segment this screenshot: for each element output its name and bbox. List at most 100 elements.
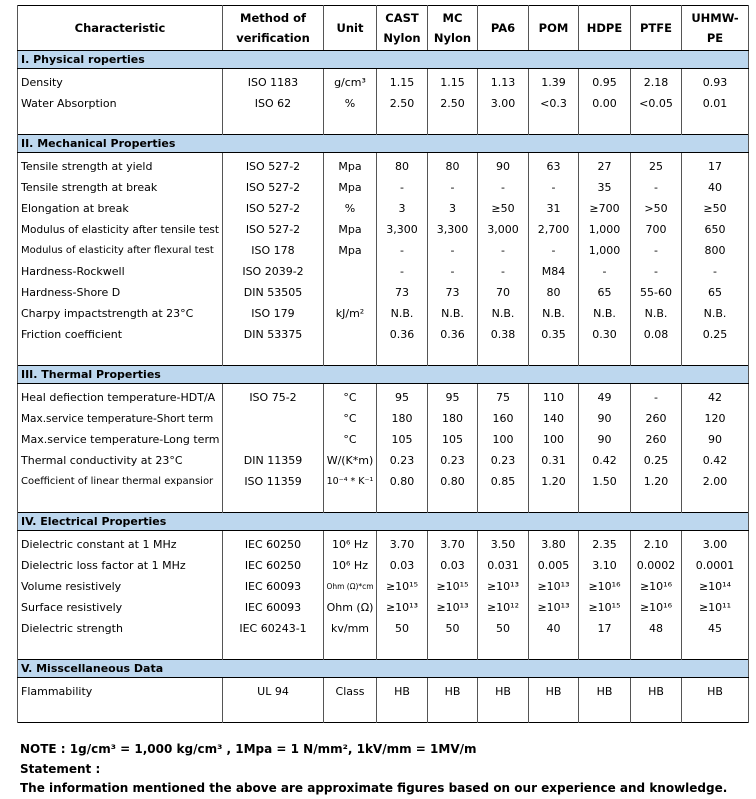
cell: - <box>376 177 428 198</box>
spacer-cell <box>427 114 478 135</box>
cell: 1.20 <box>528 471 579 492</box>
cell: - <box>477 177 529 198</box>
spacer-cell <box>681 345 749 366</box>
cell: °C <box>323 429 377 450</box>
cell: 1.15 <box>376 72 428 93</box>
data-row: Hardness-Shore D DIN 53505 73 73 70 80 65 55-60… <box>17 282 749 303</box>
cell: - <box>630 240 682 261</box>
cell: Mpa <box>323 177 377 198</box>
spacer-cell <box>323 702 377 723</box>
spacer-cell <box>323 345 377 366</box>
cell: ≥10¹² <box>477 597 529 618</box>
cell: 1.15 <box>427 72 478 93</box>
data-row: Modulus of elasticity after flexural tes… <box>17 240 749 261</box>
cell <box>323 324 377 345</box>
spacer-cell <box>630 702 682 723</box>
spacer-cell <box>681 530 749 534</box>
cell: DIN 11359 <box>222 450 324 471</box>
cell: Mpa <box>323 219 377 240</box>
cell: - <box>477 240 529 261</box>
cell: 17 <box>681 156 749 177</box>
characteristic: Modulus of elasticity after tensile test <box>17 219 223 240</box>
column-header: PTFE <box>630 5 682 51</box>
characteristic: Charpy impactstrength at 23°C <box>17 303 223 324</box>
cell: g/cm³ <box>323 72 377 93</box>
cell: 3.10 <box>578 555 631 576</box>
data-row: Max.service temperature-Long term °C 105 10… <box>17 429 749 450</box>
cell: 3.00 <box>681 534 749 555</box>
note-line: Statement : <box>20 761 101 776</box>
spacer-cell <box>528 702 579 723</box>
cell: 1.20 <box>630 471 682 492</box>
column-header: HDPE <box>578 5 631 51</box>
cell: 3,300 <box>427 219 478 240</box>
cell: - <box>630 387 682 408</box>
cell: 800 <box>681 240 749 261</box>
cell: ≥50 <box>681 198 749 219</box>
cell: N.B. <box>427 303 478 324</box>
notes: NOTE : 1g/cm³ = 1,000 kg/cm³ , 1Mpa = 1 … <box>20 740 727 799</box>
cell: 50 <box>376 618 428 639</box>
spacer-cell <box>477 114 529 135</box>
cell: 3,000 <box>477 219 529 240</box>
column-header: UHMW-PE <box>681 5 749 51</box>
cell: - <box>427 177 478 198</box>
cell: ≥10¹³ <box>427 597 478 618</box>
cell: 100 <box>477 429 529 450</box>
cell: °C <box>323 387 377 408</box>
data-row: Thermal conductivity at 23°C DIN 11359 W/(… <box>17 450 749 471</box>
cell: 1,000 <box>578 219 631 240</box>
cell: % <box>323 93 377 114</box>
spacer-row <box>17 702 749 723</box>
cell: 25 <box>630 156 682 177</box>
cell: HB <box>376 681 428 702</box>
cell: IEC 60243-1 <box>222 618 324 639</box>
cell: IEC 60250 <box>222 534 324 555</box>
cell: 0.25 <box>681 324 749 345</box>
cell: 180 <box>376 408 428 429</box>
cell: HB <box>578 681 631 702</box>
section-row: IV. Electrical Properties <box>17 512 749 531</box>
cell: UL 94 <box>222 681 324 702</box>
cell: 120 <box>681 408 749 429</box>
cell: 260 <box>630 429 682 450</box>
cell: ≥10¹⁶ <box>578 576 631 597</box>
spacer-cell <box>578 639 631 660</box>
characteristic: Coefficient of linear thermal expansior <box>17 471 223 492</box>
cell: 180 <box>427 408 478 429</box>
cell: <0.3 <box>528 93 579 114</box>
cell: N.B. <box>681 303 749 324</box>
cell: 80 <box>528 282 579 303</box>
cell: ≥50 <box>477 198 529 219</box>
cell: 1.39 <box>528 72 579 93</box>
cell: 0.30 <box>578 324 631 345</box>
cell: 3.70 <box>427 534 478 555</box>
cell: 75 <box>477 387 529 408</box>
spacer-cell <box>578 492 631 513</box>
spacer-cell <box>427 702 478 723</box>
data-row: Hardness-Rockwell ISO 2039-2- - - M84- - - <box>17 261 749 282</box>
cell: W/(K*m) <box>323 450 377 471</box>
cell: ≥10¹³ <box>528 576 579 597</box>
spacer-row <box>17 530 749 534</box>
spacer-cell <box>681 152 749 156</box>
data-row: Friction coefficient DIN 53375 0.36 0.36 0.3… <box>17 324 749 345</box>
cell: 0.36 <box>376 324 428 345</box>
cell: - <box>376 261 428 282</box>
section-title: V. Misscellaneous Data <box>17 659 749 678</box>
column-header: Unit <box>323 5 377 51</box>
cell: ≥10¹³ <box>528 597 579 618</box>
spacer-row <box>17 114 749 135</box>
cell: 0.01 <box>681 93 749 114</box>
cell: IEC 60093 <box>222 597 324 618</box>
data-row: Tensile strength at yield ISO 527-2 Mpa 80 8… <box>17 156 749 177</box>
cell: ISO 527-2 <box>222 177 324 198</box>
cell: - <box>427 261 478 282</box>
data-row: Charpy impactstrength at 23°C ISO 179 kJ/m… <box>17 303 749 324</box>
cell: kJ/m² <box>323 303 377 324</box>
spacer-cell <box>477 492 529 513</box>
cell: - <box>630 177 682 198</box>
cell: ISO 1183 <box>222 72 324 93</box>
characteristic: Modulus of elasticity after flexural tes… <box>17 240 223 261</box>
